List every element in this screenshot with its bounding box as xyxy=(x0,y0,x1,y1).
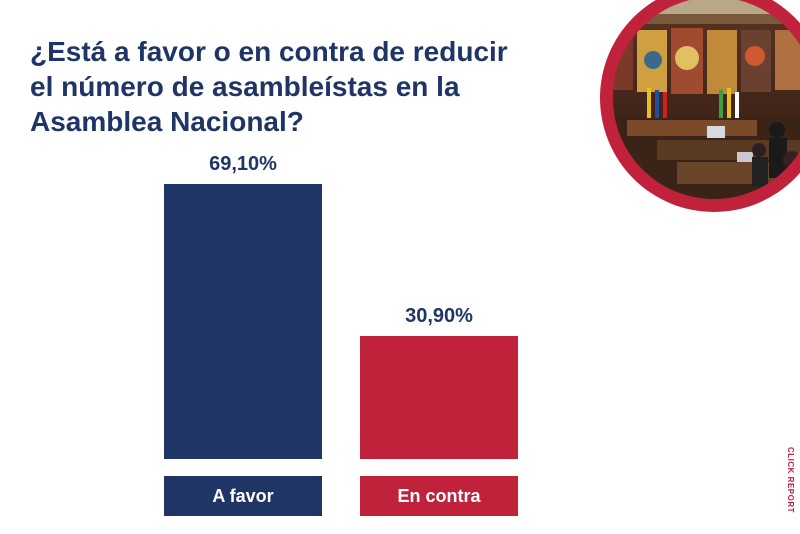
bar-en-contra xyxy=(360,336,518,459)
title-line-3: Asamblea Nacional? xyxy=(30,106,304,137)
category-label-en-contra: En contra xyxy=(360,476,518,516)
source-credit: CLICK REPORT xyxy=(786,447,795,513)
category-label-a-favor: A favor xyxy=(164,476,322,516)
assembly-photo xyxy=(587,0,800,215)
title-line-1: ¿Está a favor o en contra de reducir xyxy=(30,36,508,67)
title-line-2: el número de asambleístas en la xyxy=(30,71,460,102)
value-label: 69,10% xyxy=(209,153,277,175)
category-label-text: A favor xyxy=(212,485,274,506)
bar-a-favor xyxy=(164,184,322,459)
chart-title: ¿Está a favor o en contra de reducir el … xyxy=(30,34,570,139)
category-label-text: En contra xyxy=(397,485,481,506)
value-label: 30,90% xyxy=(405,305,473,327)
